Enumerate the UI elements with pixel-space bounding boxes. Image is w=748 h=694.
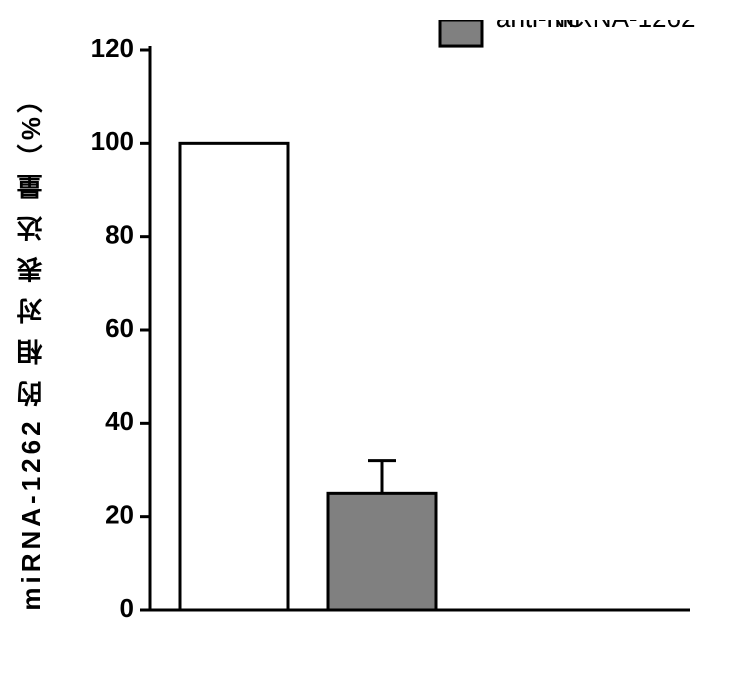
y-tick-label: 80: [105, 220, 134, 250]
chart-svg: 020406080100120anti-NCanti-miRNA-1262: [80, 20, 720, 660]
y-tick-label: 20: [105, 500, 134, 530]
y-axis-title-container: miRNA-1262 的 相 对 表 达 量（%）: [0, 0, 60, 694]
y-tick-label: 40: [105, 406, 134, 436]
y-axis-title: miRNA-1262 的 相 对 表 达 量（%）: [12, 83, 49, 611]
y-tick-label: 0: [120, 593, 134, 623]
chart-container: miRNA-1262 的 相 对 表 达 量（%） 0 20 40 60 80 100 12…: [0, 0, 748, 694]
legend-label: anti-miRNA-1262: [496, 20, 695, 33]
plot-area: 020406080100120anti-NCanti-miRNA-1262: [80, 20, 720, 660]
y-tick-label: 60: [105, 313, 134, 343]
legend-swatch: [440, 20, 482, 46]
y-tick-label: 100: [91, 126, 134, 156]
bar-anti-miRNA-1262: [328, 493, 436, 610]
bar-anti-NC: [180, 143, 288, 610]
y-tick-label: 120: [91, 33, 134, 63]
